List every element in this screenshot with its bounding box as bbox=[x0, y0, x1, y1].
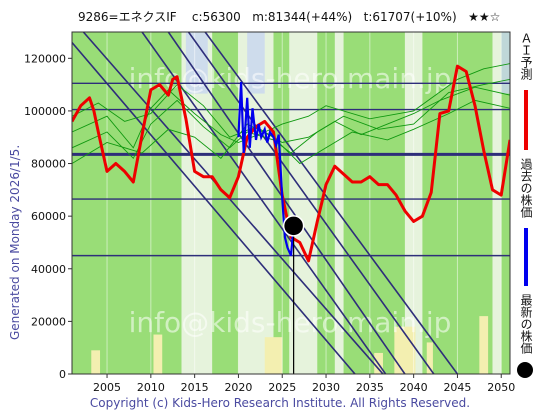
green-band bbox=[501, 32, 510, 374]
trend-line bbox=[167, 32, 406, 374]
legend-item-past: 過去の株価 bbox=[514, 158, 554, 288]
legend-item-latest: 最新の株価 bbox=[514, 294, 554, 382]
band-series-line bbox=[72, 83, 510, 143]
x-tick-label: 2005 bbox=[93, 381, 121, 394]
chart-header: 9286=エネクスIF c:56300 m:81344(+44%) t:6170… bbox=[78, 10, 501, 24]
y-tick-label: 100000 bbox=[24, 105, 66, 118]
y-tick-label: 20000 bbox=[31, 315, 66, 328]
plot-frame bbox=[71, 31, 511, 375]
blue-band bbox=[185, 32, 208, 94]
x-tick-label: 2025 bbox=[268, 381, 296, 394]
yellow-patch bbox=[479, 316, 489, 374]
yellow-patch bbox=[264, 337, 283, 374]
x-tick-label: 2020 bbox=[224, 381, 252, 394]
trend-line bbox=[204, 32, 459, 374]
yellow-patch bbox=[91, 350, 101, 374]
legend-label-latest: 最新の株価 bbox=[519, 294, 533, 354]
green-band bbox=[343, 32, 405, 374]
legend-item-ai: ＡＩ予測 bbox=[514, 32, 554, 152]
legend-marker-latest bbox=[517, 362, 533, 378]
x-tick-label: 2045 bbox=[443, 381, 471, 394]
x-tick-label: 2035 bbox=[356, 381, 384, 394]
y-tick-label: 80000 bbox=[31, 158, 66, 171]
x-tick-label: 2040 bbox=[400, 381, 428, 394]
blue-band bbox=[247, 32, 265, 94]
y-tick-label: 40000 bbox=[31, 263, 66, 276]
y-tick-label: 0 bbox=[59, 368, 66, 381]
legend-swatch-past bbox=[524, 228, 528, 286]
x-tick-label: 2030 bbox=[312, 381, 340, 394]
latest-price-marker bbox=[282, 215, 305, 237]
band-series-line bbox=[72, 99, 510, 165]
x-tick-label: 2010 bbox=[137, 381, 165, 394]
legend-label-ai: ＡＩ予測 bbox=[519, 32, 533, 80]
legend: ＡＩ予測 過去の株価 最新の株価 bbox=[514, 32, 554, 382]
legend-swatch-ai bbox=[524, 90, 528, 150]
x-tick-label: 2015 bbox=[181, 381, 209, 394]
trend-line bbox=[82, 32, 384, 374]
yellow-patch bbox=[153, 334, 163, 374]
blue-band bbox=[501, 32, 510, 94]
legend-label-past: 過去の株価 bbox=[519, 158, 533, 218]
yellow-patch bbox=[426, 342, 433, 374]
copyright: Copyright (c) Kids-Hero Research Institu… bbox=[89, 396, 471, 410]
ai-prediction-line bbox=[72, 64, 510, 263]
trend-line bbox=[72, 42, 356, 374]
watermark-bottom: info@kids-hero.main.jp bbox=[129, 306, 452, 339]
yellow-patch bbox=[394, 326, 416, 374]
y-tick-label: 120000 bbox=[24, 52, 66, 65]
y-tick-label: 60000 bbox=[31, 210, 66, 223]
green-band bbox=[273, 32, 290, 374]
trend-line bbox=[187, 32, 435, 374]
x-tick-label: 2050 bbox=[487, 381, 515, 394]
